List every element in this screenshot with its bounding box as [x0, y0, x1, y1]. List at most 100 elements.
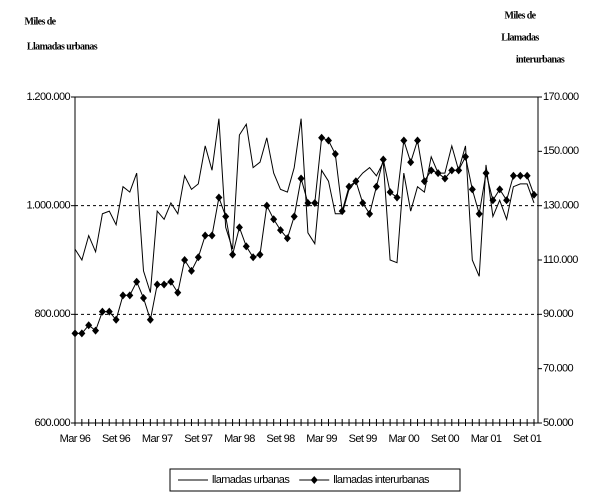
series-marker: [475, 209, 483, 218]
series-marker: [160, 280, 168, 289]
series-marker: [201, 231, 209, 240]
series-marker: [187, 266, 195, 275]
series-marker: [400, 136, 408, 145]
series-marker: [153, 280, 161, 289]
series-marker: [530, 190, 538, 199]
series-line: [74, 118, 535, 293]
x-tick-label: Set 98: [266, 433, 295, 445]
series-marker: [448, 166, 456, 175]
legend-label: llamadas urbanas: [212, 474, 290, 486]
series-marker: [407, 158, 415, 167]
series-marker: [249, 253, 257, 262]
series-marker: [181, 256, 189, 264]
series-marker: [345, 182, 353, 191]
series-marker: [263, 201, 271, 210]
series-marker: [194, 253, 202, 262]
series-marker: [318, 133, 326, 142]
series-marker: [174, 288, 182, 297]
y2-tick-label: 50.000: [543, 417, 574, 429]
x-tick-label: Set 96: [102, 433, 131, 445]
series-marker: [256, 250, 264, 259]
y2-axis-title: interurbanas: [516, 54, 565, 65]
series-marker: [208, 231, 216, 240]
x-tick-label: Mar 98: [224, 433, 255, 445]
x-tick-label: Set 01: [513, 433, 542, 445]
series-marker: [311, 198, 319, 207]
y2-axis-title: Miles de: [504, 10, 536, 21]
series-marker: [352, 177, 360, 186]
series-marker: [366, 209, 374, 218]
legend-marker: [310, 476, 318, 484]
y2-tick-label: 70.000: [543, 363, 574, 375]
series-marker: [331, 150, 339, 159]
series-marker: [434, 169, 442, 178]
series-marker: [140, 294, 148, 303]
series-marker: [112, 315, 120, 324]
series-marker: [393, 193, 401, 202]
series-marker: [229, 250, 237, 259]
x-tick-label: Set 97: [184, 433, 213, 445]
series-marker: [489, 196, 497, 205]
legend: llamadas urbanas llamadas interurbanas: [169, 468, 461, 492]
series-marker: [359, 198, 367, 207]
y-tick-label: 600.000: [34, 417, 70, 429]
y2-tick-label: 130.000: [543, 200, 579, 212]
x-tick-label: Set 99: [349, 433, 378, 445]
series-marker: [461, 152, 469, 161]
series-marker: [420, 177, 428, 186]
series-marker: [523, 171, 531, 180]
y2-tick-label: 110.000: [543, 254, 578, 266]
series-marker: [379, 155, 387, 164]
series-marker: [441, 174, 449, 183]
legend-label: llamadas interurbanas: [333, 474, 430, 486]
series-marker: [167, 277, 175, 286]
series-marker: [338, 207, 346, 216]
series-marker: [290, 212, 298, 221]
series-marker: [119, 291, 127, 300]
series-marker: [222, 212, 230, 221]
y2-tick-label: 90.000: [543, 308, 574, 320]
series-marker: [427, 166, 435, 175]
series-marker: [297, 174, 305, 183]
series-marker: [503, 196, 511, 205]
series-marker: [98, 307, 106, 316]
series-marker: [372, 182, 380, 191]
series-marker: [468, 185, 476, 194]
series-marker: [455, 166, 463, 175]
series-marker: [133, 277, 141, 286]
series-marker: [78, 329, 86, 338]
series-line: [75, 137, 535, 334]
x-tick-label: Set 00: [431, 433, 460, 445]
series-marker: [242, 242, 250, 251]
y-tick-label: 800.000: [34, 308, 70, 320]
series-marker: [386, 188, 394, 197]
series-marker: [516, 171, 524, 180]
y-tick-label: 1.000.000: [26, 200, 70, 212]
series-marker: [215, 193, 223, 202]
x-tick-label: Mar 00: [389, 433, 420, 445]
plot-area: [74, 96, 539, 424]
x-tick-label: Mar 96: [60, 433, 91, 445]
y2-tick-label: 150.000: [543, 145, 579, 157]
y-axis-title: Miles de: [24, 16, 56, 27]
series-marker: [92, 326, 100, 335]
series-marker: [277, 226, 285, 235]
series-marker: [414, 136, 422, 145]
series-marker: [85, 321, 93, 330]
y2-axis-title: Llamadas: [501, 32, 539, 43]
x-tick-label: Mar 97: [142, 433, 173, 445]
series-marker: [304, 198, 312, 207]
series-marker: [146, 315, 154, 324]
y2-tick-label: 170.000: [543, 91, 579, 103]
series-marker: [235, 223, 243, 232]
x-tick-label: Mar 99: [306, 433, 337, 445]
series-marker: [126, 291, 134, 300]
series-marker: [270, 215, 278, 224]
x-tick-label: Mar 01: [471, 433, 502, 445]
series-marker: [105, 307, 113, 316]
series-marker: [71, 329, 79, 338]
series-marker: [509, 171, 517, 180]
series-marker: [496, 185, 504, 194]
series-marker: [324, 136, 332, 145]
